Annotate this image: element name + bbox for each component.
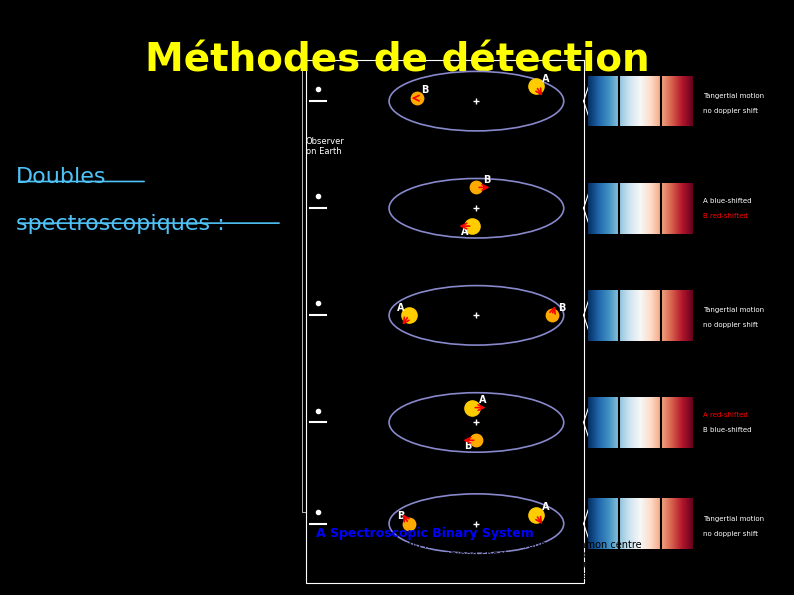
Text: no doppler shift: no doppler shift: [703, 322, 758, 328]
Text: spectroscopiques :: spectroscopiques :: [16, 214, 225, 234]
Point: [530, 82, 542, 91]
Text: A Spectroscopic Binary System: A Spectroscopic Binary System: [316, 527, 534, 540]
Text: and shifting of spectral lines. The amount of shift is a function of the: and shifting of spectral lines. The amou…: [316, 560, 652, 571]
Text: of mass. The observed combined spectrum shows periodic splitting: of mass. The observed combined spectrum …: [316, 550, 646, 560]
Text: no doppler shift: no doppler shift: [703, 531, 758, 537]
Text: A: A: [461, 227, 468, 237]
Text: Observer
on Earth: Observer on Earth: [306, 137, 345, 156]
Text: A red-shifted: A red-shifted: [703, 412, 748, 418]
Text: B: B: [464, 441, 472, 451]
Text: B: B: [558, 303, 565, 312]
Text: alignment of the system relative to us and the orbital speed of the stars.: alignment of the system relative to us a…: [316, 571, 673, 581]
Text: Tangertial motion: Tangertial motion: [703, 515, 764, 522]
Point: [470, 436, 483, 445]
Point: [470, 183, 483, 192]
Text: A: A: [542, 502, 549, 512]
Text: B: B: [421, 86, 428, 95]
Point: [403, 519, 415, 528]
Text: A: A: [397, 303, 404, 312]
Point: [545, 311, 558, 320]
Text: A: A: [542, 74, 549, 83]
Text: Tangertial motion: Tangertial motion: [703, 93, 764, 99]
Text: no doppler shift: no doppler shift: [703, 108, 758, 114]
FancyBboxPatch shape: [302, 60, 778, 583]
Text: A: A: [479, 395, 486, 405]
Text: B: B: [397, 511, 404, 521]
Text: B: B: [483, 175, 490, 184]
Text: A blue-shifted: A blue-shifted: [703, 198, 752, 203]
Point: [403, 311, 415, 320]
Text: Méthodes de détection: Méthodes de détection: [145, 42, 649, 80]
Point: [466, 403, 479, 412]
FancyBboxPatch shape: [306, 60, 584, 583]
FancyBboxPatch shape: [302, 60, 564, 512]
Point: [466, 221, 479, 231]
Text: B red-shifted: B red-shifted: [703, 213, 748, 219]
Text: Doubles: Doubles: [16, 167, 106, 187]
Point: [410, 93, 423, 103]
Point: [530, 510, 542, 519]
Text: Tangertial motion: Tangertial motion: [703, 307, 764, 314]
Text: High-mass star A and lower-mass B orbit around a common centre: High-mass star A and lower-mass B orbit …: [316, 540, 642, 550]
Text: B blue-shifted: B blue-shifted: [703, 427, 752, 433]
